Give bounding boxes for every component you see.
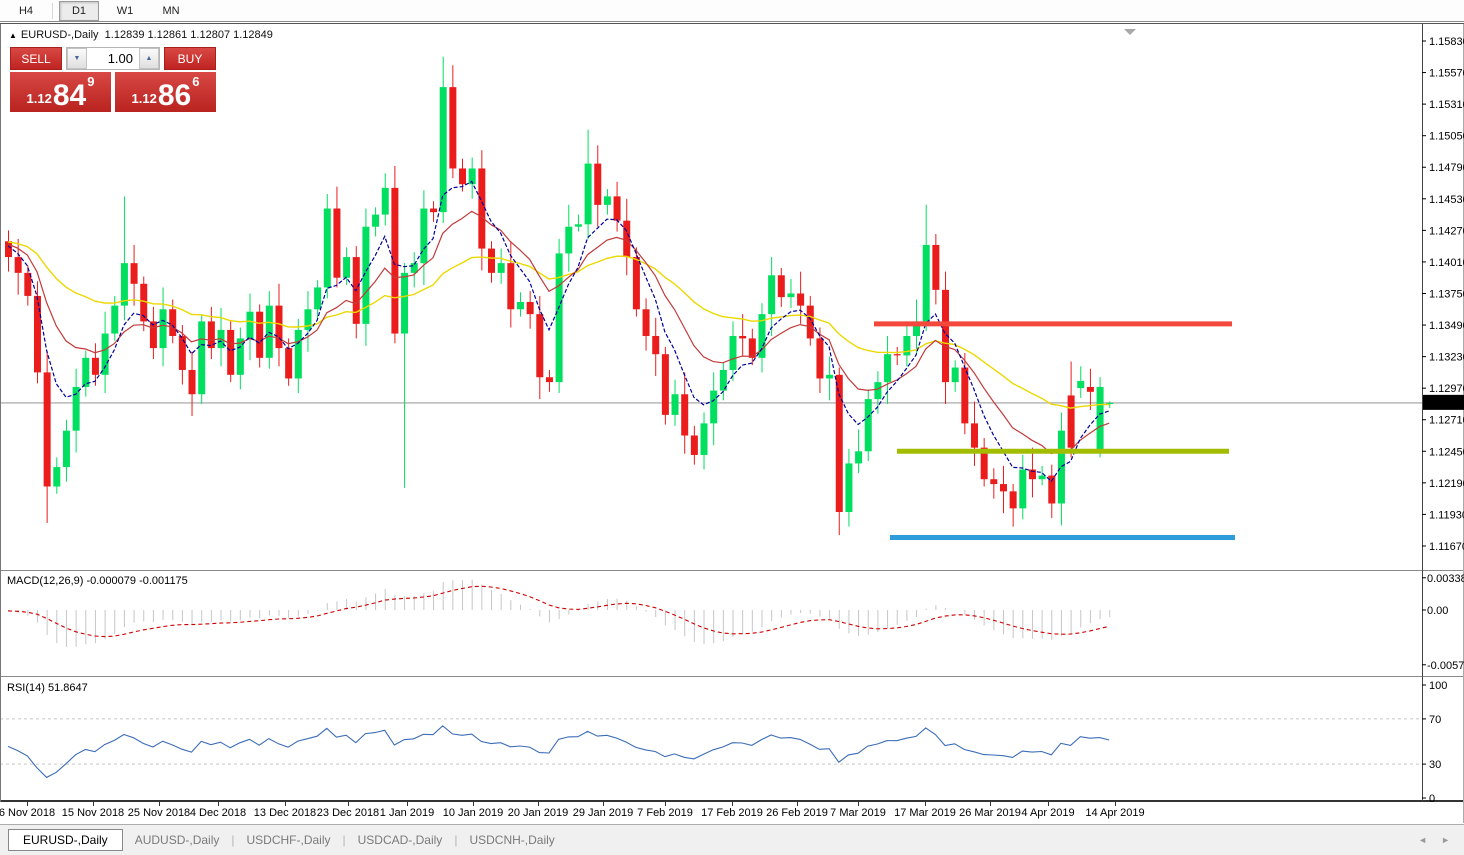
date-axis-tick: 23 Dec 2018	[317, 807, 379, 819]
macd-axis-tick: -0.00576	[1427, 660, 1464, 672]
price-axis-tick: 1.15310	[1429, 99, 1464, 111]
volume-increase-icon[interactable]: ▲	[139, 48, 159, 69]
price-axis-tick: 1.14530	[1429, 194, 1464, 206]
symbol-tab-bar: EURUSD-,Daily AUDUSD-,Daily | USDCHF-,Da…	[0, 824, 1464, 855]
timeframe-w1-button[interactable]: W1	[116, 4, 134, 17]
one-click-trade-widget: SELL ▼ 1.00 ▲ BUY 1.12 84 9 1.12 86 6	[10, 47, 216, 112]
sell-price-base: 1.12	[26, 91, 52, 106]
rsi-axis-tick: 30	[1429, 759, 1441, 771]
price-axis-tick: 1.12190	[1429, 478, 1464, 490]
date-axis-tick: 14 Apr 2019	[1085, 807, 1144, 819]
buy-price-pips: 86	[157, 79, 192, 112]
volume-field[interactable]: 1.00	[107, 51, 133, 66]
ma-slow-yellow	[7, 241, 1110, 409]
timeframe-mn-button[interactable]: MN	[162, 4, 180, 17]
date-axis-tick: 15 Nov 2018	[62, 807, 124, 819]
rsi-line	[7, 725, 1110, 779]
current-price-marker	[1423, 394, 1464, 410]
indicator-panels: MACD(12,26,9) -0.000079 -0.001175 RSI(14)…	[0, 575, 1422, 779]
rsi-label: RSI(14) 51.8647	[7, 682, 88, 694]
timeframe-h4-button[interactable]: H4	[18, 4, 34, 17]
chart-shift-marker-icon[interactable]	[1124, 29, 1136, 35]
macd-label: MACD(12,26,9) -0.000079 -0.001175	[7, 575, 188, 587]
price-axis-tick: 1.13490	[1429, 320, 1464, 332]
date-axis-tick: 26 Mar 2019	[959, 807, 1021, 819]
price-axis-tick: 1.12710	[1429, 415, 1464, 427]
tab-scroll-controls: ◄ ►	[1418, 835, 1464, 845]
date-axis-tick: 25 Nov 2018	[128, 807, 190, 819]
buy-price-panel[interactable]: 1.12 86 6	[115, 72, 216, 112]
macd-signal-line	[7, 585, 1110, 638]
macd-axis-tick: 0.00	[1427, 605, 1448, 617]
chart-title: ▲ EURUSD-,Daily 1.12839 1.12861 1.12807 1…	[9, 29, 273, 41]
sell-button[interactable]: SELL	[10, 47, 62, 70]
date-axis-tick: 7 Feb 2019	[637, 807, 693, 819]
date-axis-tick: 13 Dec 2018	[254, 807, 316, 819]
rsi-axis-tick: 0	[1429, 793, 1435, 805]
symbol-marker-icon: ▲	[9, 31, 17, 40]
tab-usdcnh[interactable]: USDCNH-,Daily	[469, 833, 555, 847]
tab-separator: |	[454, 833, 458, 847]
chart-symbol-label: EURUSD-,Daily	[20, 29, 99, 41]
date-axis-tick: 4 Apr 2019	[1021, 807, 1074, 819]
volume-stepper: ▼ 1.00 ▲	[66, 47, 160, 70]
tab-usdchf[interactable]: USDCHF-,Daily	[246, 833, 331, 847]
date-axis-tick: 17 Mar 2019	[894, 807, 956, 819]
sell-price-point: 9	[87, 74, 95, 89]
moving-averages	[7, 180, 1110, 483]
candles	[5, 56, 1114, 536]
chart-window: MACD(12,26,9) -0.000079 -0.001175 RSI(14)…	[0, 23, 1464, 823]
price-axis-tick: 1.13230	[1429, 352, 1464, 364]
tab-scroll-left-icon[interactable]: ◄	[1418, 835, 1428, 845]
tab-eurusd[interactable]: EURUSD-,Daily	[8, 829, 123, 851]
buy-price-base: 1.12	[131, 91, 157, 106]
sell-price-panel[interactable]: 1.12 84 9	[10, 72, 111, 112]
buy-button[interactable]: BUY	[164, 47, 216, 70]
sell-price-pips: 84	[52, 79, 87, 112]
chart-ohlc-values: 1.12839 1.12861 1.12807 1.12849	[104, 29, 273, 41]
price-axis-tick: 1.15570	[1429, 68, 1464, 80]
buy-price-point: 6	[192, 74, 200, 89]
price-axis-tick: 1.14790	[1429, 162, 1464, 174]
price-axis-tick: 1.12450	[1429, 446, 1464, 458]
date-axis-tick: 10 Jan 2019	[443, 807, 504, 819]
price-axis-tick: 1.14270	[1429, 225, 1464, 237]
timeframe-toolbar: H4 D1 W1 MN	[0, 0, 1464, 22]
date-axis-tick: 6 Nov 2018	[0, 807, 55, 819]
chart-plot-area[interactable]: MACD(12,26,9) -0.000079 -0.001175 RSI(14)…	[0, 24, 1464, 823]
date-axis-tick: 29 Jan 2019	[573, 807, 634, 819]
timeframe-d1-button[interactable]: D1	[59, 0, 99, 21]
price-axis-tick: 1.13750	[1429, 288, 1464, 300]
chart-objects	[874, 321, 1235, 540]
toolbar-separator	[52, 2, 53, 19]
date-axis-tick: 26 Feb 2019	[766, 807, 828, 819]
rsi-axis-tick: 100	[1429, 680, 1447, 692]
tab-separator: |	[231, 833, 235, 847]
volume-decrease-icon[interactable]: ▼	[67, 48, 87, 69]
date-axis-tick: 4 Dec 2018	[190, 807, 246, 819]
current-price-marker-label: 1.12849	[1427, 398, 1464, 410]
macd-axis-tick: 0.003387	[1427, 573, 1464, 585]
rsi-axis-tick: 70	[1429, 714, 1441, 726]
price-axis-tick: 1.11930	[1429, 509, 1464, 521]
ma-mid-red	[7, 210, 1110, 455]
date-axis-tick: 7 Mar 2019	[830, 807, 886, 819]
date-axis-tick: 20 Jan 2019	[508, 807, 569, 819]
date-axis-tick: 17 Feb 2019	[701, 807, 763, 819]
date-axis-tick: 1 Jan 2019	[380, 807, 434, 819]
price-axis-tick: 1.12970	[1429, 383, 1464, 395]
ma-fast-blue	[7, 180, 1110, 483]
price-axis-tick: 1.15050	[1429, 131, 1464, 143]
price-axis-tick: 1.14010	[1429, 257, 1464, 269]
chart-background	[0, 24, 1464, 823]
tab-separator: |	[342, 833, 346, 847]
tab-usdcad[interactable]: USDCAD-,Daily	[357, 833, 443, 847]
price-axis-tick: 1.15830	[1429, 36, 1464, 48]
tab-scroll-right-icon[interactable]: ►	[1441, 835, 1450, 845]
tab-audusd[interactable]: AUDUSD-,Daily	[134, 833, 220, 847]
